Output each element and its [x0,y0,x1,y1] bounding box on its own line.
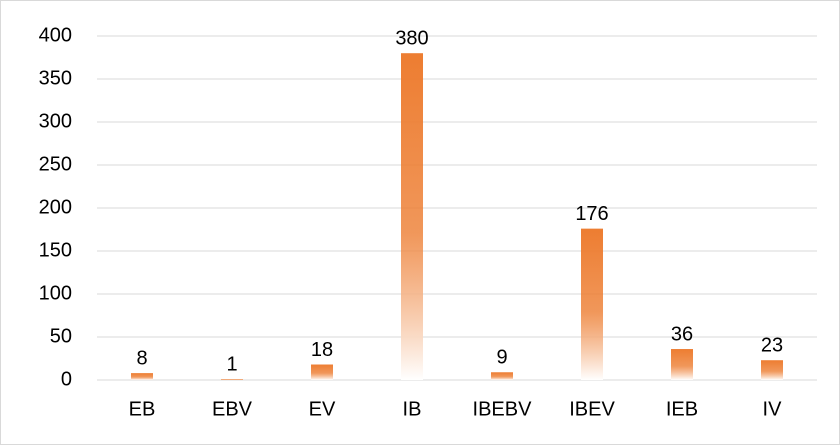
value-label: 1 [226,353,237,375]
bar [311,364,333,380]
x-tick-label: IEB [666,398,698,420]
value-label: 9 [496,347,507,369]
y-tick-label: 400 [39,24,72,46]
x-tick-label: EBV [212,398,253,420]
x-tick-label: EV [309,398,336,420]
bar [131,373,153,380]
y-tick-label: 100 [39,282,72,304]
y-tick-label: 350 [39,67,72,89]
bar [491,372,513,380]
value-label: 23 [761,335,783,357]
value-label: 36 [671,323,693,345]
bar [221,379,243,380]
y-tick-label: 250 [39,153,72,175]
value-label: 176 [575,203,608,225]
x-tick-label: EB [129,398,156,420]
y-tick-label: 150 [39,239,72,261]
bar [761,360,783,380]
x-tick-label: IBEBV [473,398,533,420]
y-tick-label: 0 [61,368,72,390]
bar [671,349,693,380]
x-tick-label: IV [763,398,783,420]
x-tick-label: IB [403,398,422,420]
y-tick-label: 50 [50,325,72,347]
y-tick-label: 300 [39,110,72,132]
value-label: 18 [311,339,333,361]
value-label: 8 [136,347,147,369]
bar [401,53,423,380]
y-tick-label: 200 [39,196,72,218]
bar [581,228,603,380]
x-tick-label: IBEV [569,398,615,420]
value-label: 380 [395,27,428,49]
